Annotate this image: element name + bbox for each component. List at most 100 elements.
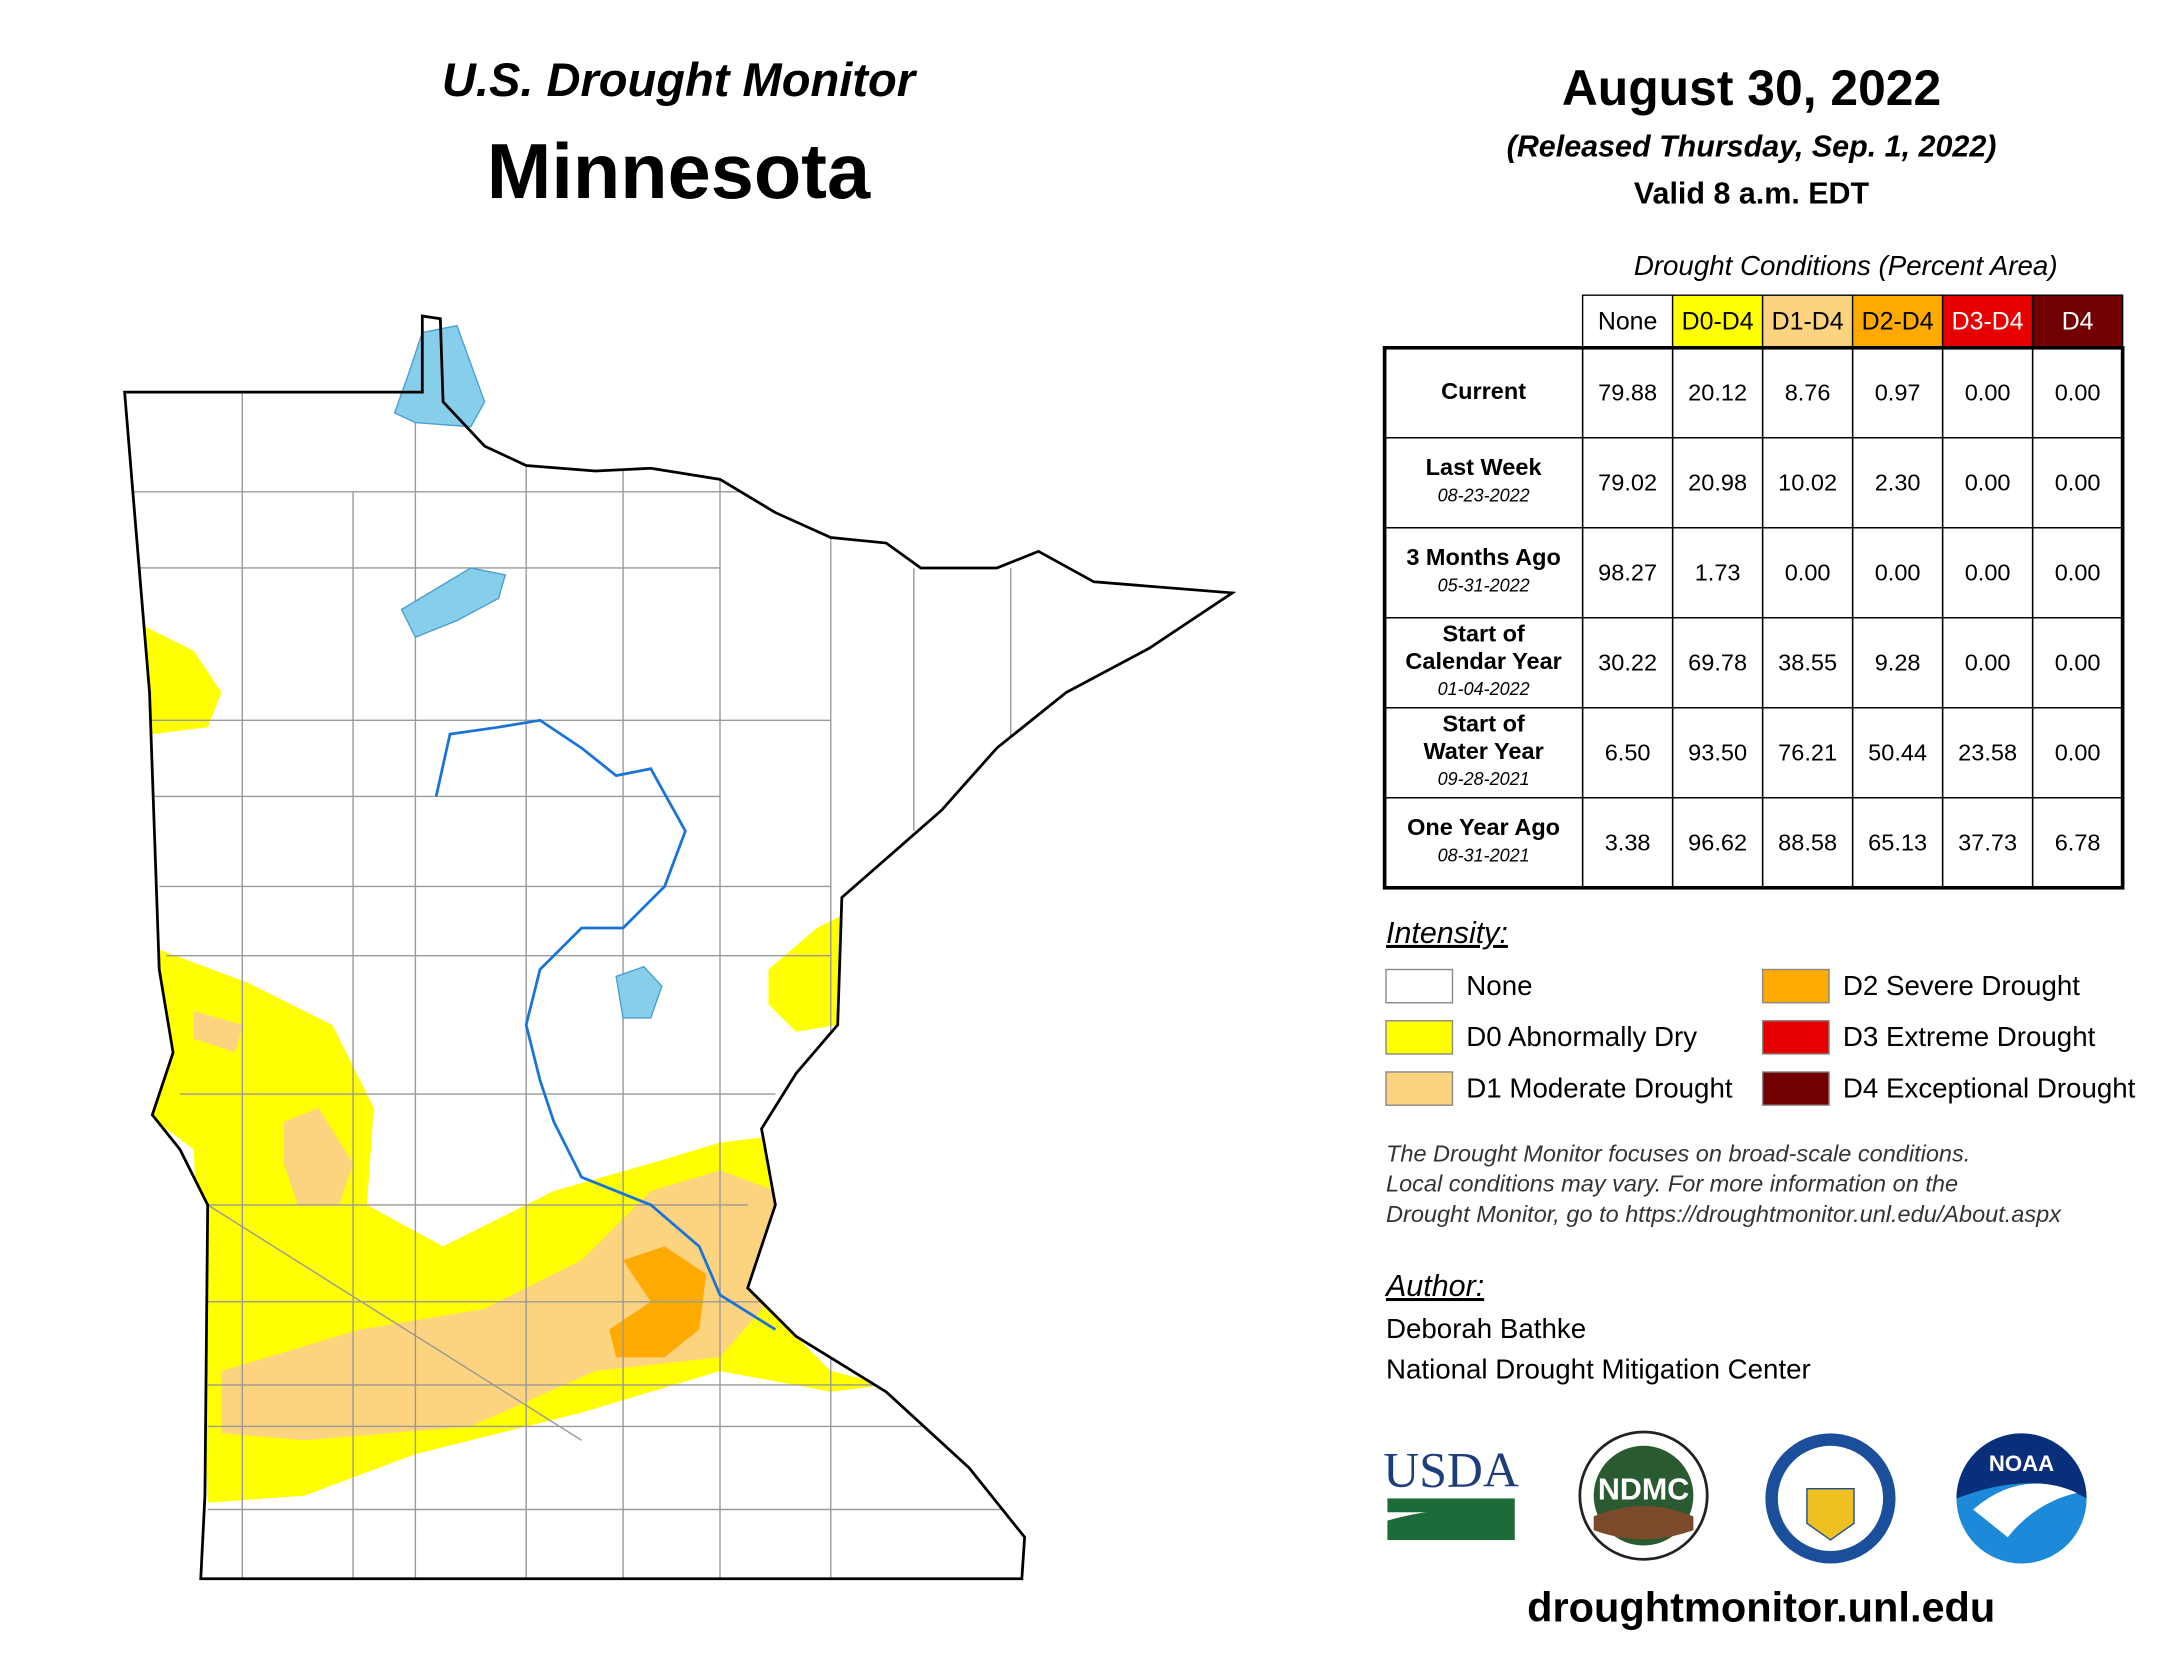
legend-label: D2 Severe Drought xyxy=(1843,970,2080,1001)
cell-value: 1.73 xyxy=(1695,559,1741,585)
cell-value: 10.02 xyxy=(1778,469,1837,495)
drought-areas xyxy=(138,623,887,1503)
table-caption: Drought Conditions (Percent Area) xyxy=(1634,250,2058,281)
d0-area xyxy=(768,914,845,1032)
row-label: Start of xyxy=(1442,710,1524,736)
author-title: Author: xyxy=(1384,1269,1484,1303)
website-url: droughtmonitor.unl.edu xyxy=(1527,1584,1995,1631)
row-label: Current xyxy=(1441,378,1526,404)
d0-area xyxy=(138,623,222,735)
map xyxy=(123,314,1234,1581)
row-label-cell xyxy=(1383,437,1584,529)
d1-area xyxy=(283,1107,354,1205)
column-header: D0-D4 xyxy=(1682,307,1754,335)
usda-swoosh xyxy=(1387,1508,1515,1540)
cell-value: 79.02 xyxy=(1598,469,1657,495)
cell-value: 0.00 xyxy=(1875,559,1921,585)
cell-value: 0.00 xyxy=(1965,649,2011,675)
column-header: D4 xyxy=(2062,307,2094,335)
row-label-cell xyxy=(1383,797,1584,889)
cell-value: 30.22 xyxy=(1598,649,1657,675)
noaa-logo: NOAA xyxy=(1989,1451,2054,1476)
note-line: Local conditions may vary. For more info… xyxy=(1386,1171,1958,1197)
cell-value: 6.78 xyxy=(2055,829,2101,855)
cell-value: 0.00 xyxy=(2055,739,2101,765)
row-date: 08-31-2021 xyxy=(1438,845,1530,865)
column-header-cell xyxy=(2031,294,2124,349)
column-header: None xyxy=(1598,307,1658,335)
author-line: National Drought Mitigation Center xyxy=(1386,1353,1811,1384)
d1-area xyxy=(221,1170,776,1441)
ndmc-wave xyxy=(1593,1506,1694,1540)
noaa-gull xyxy=(1973,1483,2077,1538)
cell-value: 0.00 xyxy=(1965,379,2011,405)
cell-value: 76.21 xyxy=(1778,739,1837,765)
author-line: Deborah Bathke xyxy=(1386,1313,1586,1344)
cell-value: 88.58 xyxy=(1778,829,1837,855)
row-label: 3 Months Ago xyxy=(1406,544,1561,570)
cell-value: 0.00 xyxy=(2055,469,2101,495)
cell-value: 8.76 xyxy=(1785,379,1831,405)
legend-swatch xyxy=(1761,1020,1830,1055)
ndmc-logo: NDMC xyxy=(1598,1473,1689,1507)
county-line xyxy=(207,1204,582,1441)
row-date: 08-23-2022 xyxy=(1438,485,1530,505)
legend-label: D1 Moderate Drought xyxy=(1466,1072,1733,1103)
usda-logo: USDA xyxy=(1383,1442,1519,1497)
row-date: 09-28-2021 xyxy=(1438,769,1530,789)
column-header: D3-D4 xyxy=(1952,307,2024,335)
column-header: D2-D4 xyxy=(1862,307,1934,335)
row-label: Calendar Year xyxy=(1405,648,1561,674)
author: Deborah Bathke National Drought Mitigatio… xyxy=(1386,1313,1811,1384)
legend-title: Intensity: xyxy=(1386,916,1508,950)
column-header-cell xyxy=(1581,294,1674,349)
row-date: 01-04-2022 xyxy=(1438,679,1530,699)
table-body-outline xyxy=(1382,346,2125,890)
title: U.S. Drought Monitor xyxy=(442,53,918,106)
legend-swatch xyxy=(1761,968,1830,1004)
conditions-table: None D0-D4 D1-D4 D2-D4 D3-D4 D4 Current 79.88 20… xyxy=(1382,294,2125,890)
cell-value: 98.27 xyxy=(1598,559,1657,585)
cell-value: 65.13 xyxy=(1868,829,1927,855)
release-date: (Released Thursday, Sep. 1, 2022) xyxy=(1507,129,1997,163)
lake xyxy=(400,567,507,639)
cell-value: 0.00 xyxy=(2055,379,2101,405)
cell-value: 9.28 xyxy=(1875,649,1921,675)
legend-label: D3 Extreme Drought xyxy=(1843,1021,2096,1052)
cell-value: 0.00 xyxy=(2055,559,2101,585)
river xyxy=(434,718,777,1331)
legend-label: None xyxy=(1466,970,1532,1001)
cell-value: 6.50 xyxy=(1605,739,1651,765)
legend-swatch xyxy=(1385,1071,1454,1106)
valid-time: Valid 8 a.m. EDT xyxy=(1634,177,1870,211)
row-label: Last Week xyxy=(1426,454,1543,480)
noaa-top xyxy=(1956,1433,2087,1499)
cell-value: 0.97 xyxy=(1875,379,1921,405)
logos: USDA NDMC NOAA xyxy=(1383,1430,2087,1564)
cell-value: 37.73 xyxy=(1958,829,2017,855)
note-line: Drought Monitor, go to https://droughtmo… xyxy=(1386,1201,2062,1227)
cell-value: 0.00 xyxy=(2055,649,2101,675)
cell-value: 96.62 xyxy=(1688,829,1747,855)
legend-label: D0 Abnormally Dry xyxy=(1466,1021,1697,1052)
cell-value: 79.88 xyxy=(1598,379,1657,405)
cell-value: 0.00 xyxy=(1965,469,2011,495)
cell-value: 2.30 xyxy=(1875,469,1921,495)
lake xyxy=(393,324,486,428)
row-date: 05-31-2022 xyxy=(1438,575,1530,595)
lakes xyxy=(393,324,663,1019)
d1-area xyxy=(193,1011,243,1053)
cell-value: 20.12 xyxy=(1688,379,1747,405)
county-line xyxy=(124,491,1025,1511)
doc-shield xyxy=(1806,1488,1855,1541)
note-line: The Drought Monitor focuses on broad-sca… xyxy=(1386,1140,1970,1166)
row-label: One Year Ago xyxy=(1407,814,1560,840)
cell-value: 3.38 xyxy=(1605,829,1651,855)
cell-value: 69.78 xyxy=(1688,649,1747,675)
legend: None D0 Abnormally Dry D1 Moderate Drought… xyxy=(1385,968,2136,1106)
row-label-cell xyxy=(1383,527,1584,619)
legend-label: D4 Exceptional Drought xyxy=(1843,1072,2136,1103)
cell-value: 23.58 xyxy=(1958,739,2017,765)
cell-value: 0.00 xyxy=(1785,559,1831,585)
